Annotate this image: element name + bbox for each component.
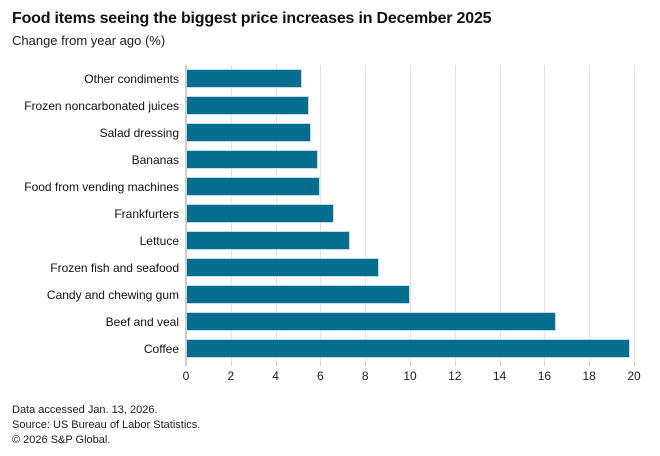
x-tick-label: 14 [492, 369, 507, 383]
x-tick-mark [589, 362, 591, 366]
bar [186, 285, 410, 304]
bar-track [186, 281, 634, 308]
x-tick-mark [410, 362, 411, 366]
category-label: Food from vending machines [24, 179, 179, 194]
bar-track [186, 308, 634, 335]
bar [186, 258, 379, 277]
plot-area [185, 65, 635, 366]
x-tick-mark [275, 362, 277, 366]
x-tick-mark [454, 362, 456, 366]
x-axis-labels: 0 2 4 6 8 10 12 14 16 18 20 [182, 362, 641, 386]
x-tick-label: 20 [627, 369, 641, 383]
x-tick-label: 4 [272, 369, 279, 383]
category-label: Frozen fish and seafood [50, 260, 179, 275]
x-tick-mark [230, 362, 232, 366]
bar-track [186, 92, 634, 119]
bar-track [186, 200, 634, 227]
bar-track [186, 335, 634, 362]
gridline [544, 65, 546, 362]
category-label: Lettuce [139, 233, 179, 248]
x-tick-label: 2 [227, 369, 235, 383]
source-note: Source: US Bureau of Labor Statistics. [12, 419, 201, 431]
bar-track [186, 119, 634, 146]
x-tick-mark [320, 362, 322, 366]
bar [186, 339, 630, 358]
x-tick-mark [499, 362, 501, 366]
bar-track [186, 227, 634, 254]
gridline [499, 65, 501, 362]
x-tick-mark [365, 362, 367, 366]
x-tick-label: 6 [317, 369, 324, 383]
category-axis: Other condiments Frozen noncarbonated ju… [12, 65, 186, 362]
x-tick-label: 8 [361, 369, 369, 383]
bar [186, 177, 321, 196]
bar [186, 312, 556, 331]
bar-track [186, 254, 634, 281]
x-tick-mark [634, 362, 635, 366]
footer-notes: Data accessed Jan. 13, 2026. Source: US … [12, 403, 634, 448]
bar [186, 69, 303, 88]
gridline [365, 65, 367, 362]
x-tick-label: 16 [537, 369, 552, 383]
category-label: Beef and veal [105, 314, 179, 329]
chart-title: Food items seeing the biggest price incr… [12, 10, 492, 27]
category-label: Coffee [143, 341, 179, 356]
chart-subtitle: Change from year ago (%) [12, 33, 166, 48]
x-tick-label: 18 [582, 369, 596, 383]
bar [186, 231, 350, 250]
bar-track [186, 65, 634, 92]
bar [186, 123, 312, 142]
x-tick-mark [544, 362, 546, 366]
category-label: Candy and chewing gum [46, 287, 179, 302]
category-label: Salad dressing [99, 125, 179, 140]
data-accessed-note: Data accessed Jan. 13, 2026. [12, 404, 158, 416]
x-tick-label: 12 [448, 369, 462, 383]
category-label: Other condiments [84, 71, 179, 86]
category-label: Frozen noncarbonated juices [24, 98, 179, 113]
gridline [634, 65, 635, 362]
x-axis-spacer [12, 362, 186, 386]
x-axis: 0 2 4 6 8 10 12 14 16 18 20 [12, 362, 641, 386]
bar [186, 96, 310, 115]
category-label: Frankfurters [114, 206, 179, 221]
x-tick-label: 0 [182, 369, 190, 383]
category-label: Bananas [131, 152, 179, 167]
bar [186, 204, 334, 223]
x-tick-label: 10 [403, 369, 417, 383]
gridline [410, 65, 411, 362]
copyright-note: © 2026 S&P Global. [12, 434, 111, 446]
bar-track [186, 146, 634, 173]
bar-chart: Other condiments Frozen noncarbonated ju… [12, 65, 635, 366]
gridline [454, 65, 456, 362]
bar-track [186, 173, 634, 200]
gridline [589, 65, 591, 362]
bar [186, 150, 319, 169]
zero-axis-line [185, 65, 187, 366]
